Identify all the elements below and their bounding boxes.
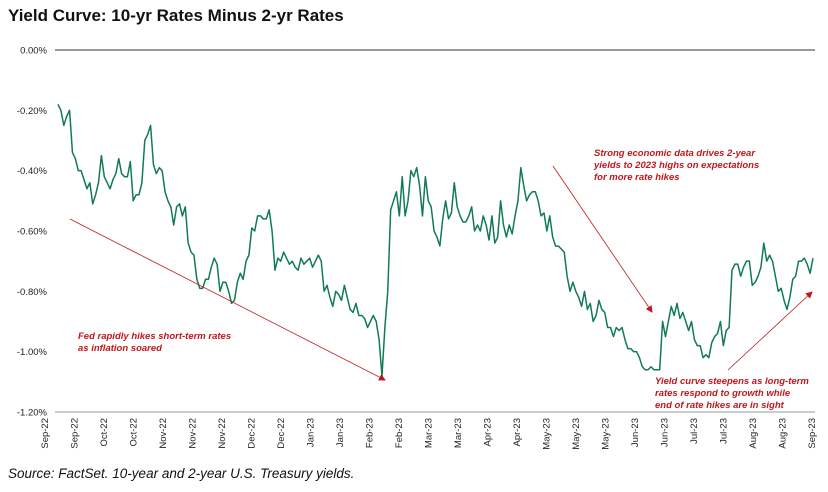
- annotation-steepens-line: rates respond to growth while: [655, 388, 791, 399]
- x-tick-label: May-23: [601, 418, 612, 450]
- source-note: Source: FactSet. 10-year and 2-year U.S.…: [8, 466, 355, 481]
- x-tick-label: Jul-23: [719, 418, 730, 444]
- x-tick-label: May-23: [542, 418, 553, 450]
- x-tick-label: Aug-23: [748, 418, 759, 449]
- x-tick-label: Dec-22: [247, 418, 258, 449]
- x-tick-label: Sep-22: [40, 418, 51, 449]
- x-tick-label: Feb-23: [365, 418, 376, 448]
- arrow-strong-data: [552, 165, 653, 313]
- x-tick-label: Jun-23: [660, 418, 671, 447]
- chart-title: Yield Curve: 10-yr Rates Minus 2-yr Rate…: [8, 6, 344, 25]
- yield-curve-line: [57, 103, 814, 377]
- x-tick-label: Nov-22: [188, 418, 199, 449]
- annotation-steepens-line: Yield curve steepens as long-term: [655, 376, 809, 387]
- annotation-strong-data-line: yields to 2023 highs on expectations: [593, 160, 759, 171]
- annotation-steepens: Yield curve steepens as long-term rates …: [655, 376, 811, 411]
- x-tick-label: Oct-22: [129, 418, 140, 447]
- x-tick-label: Nov-22: [158, 418, 169, 449]
- annotation-fed-hikes-line: Fed rapidly hikes short-term rates: [78, 331, 231, 342]
- y-tick-label: 0.00%: [20, 46, 47, 57]
- x-tick-label: Jun-23: [630, 418, 641, 447]
- y-tick-label: -0.60%: [17, 227, 48, 238]
- x-tick-label: Sep-23: [807, 418, 818, 449]
- annotation-steepens-line: end of rate hikes are in sight: [655, 400, 785, 411]
- x-tick-label: Jan-23: [306, 418, 317, 447]
- x-tick-label: May-23: [571, 418, 582, 450]
- y-tick-label: -0.80%: [17, 287, 48, 298]
- x-tick-label: Sep-22: [70, 418, 81, 449]
- arrow-steepens: [727, 291, 813, 371]
- y-tick-label: -1.20%: [17, 408, 48, 419]
- y-axis: 0.00% -0.20% -0.40% -0.60% -0.80% -1.00% -1.20…: [17, 46, 48, 419]
- x-tick-label: Mar-23: [453, 418, 464, 448]
- x-tick-label: Aug-23: [778, 418, 789, 449]
- x-axis: Sep-22 Sep-22 Oct-22 Oct-22 Nov-22 Nov-22 Nov-…: [40, 418, 818, 450]
- x-tick-label: Oct-22: [99, 418, 110, 447]
- x-tick-label: Nov-22: [217, 418, 228, 449]
- x-tick-label: Apr-23: [512, 418, 523, 447]
- x-tick-label: Mar-23: [424, 418, 435, 448]
- x-tick-label: Jan-23: [335, 418, 346, 447]
- y-tick-label: -1.00%: [17, 347, 48, 358]
- annotation-strong-data: Strong economic data drives 2-year yield…: [593, 148, 762, 183]
- y-tick-label: -0.20%: [17, 106, 48, 117]
- annotation-strong-data-line: for more rate hikes: [594, 172, 680, 183]
- annotation-fed-hikes-line: as inflation soared: [78, 343, 162, 354]
- x-tick-label: Apr-23: [483, 418, 494, 447]
- y-tick-label: -0.40%: [17, 166, 48, 177]
- x-tick-label: Feb-23: [394, 418, 405, 448]
- x-tick-label: Dec-22: [276, 418, 287, 449]
- annotation-strong-data-line: Strong economic data drives 2-year: [594, 148, 756, 159]
- x-tick-label: Jul-23: [689, 418, 700, 444]
- annotation-fed-hikes: Fed rapidly hikes short-term rates as in…: [78, 331, 234, 354]
- arrow-fed-hikes: [69, 218, 386, 381]
